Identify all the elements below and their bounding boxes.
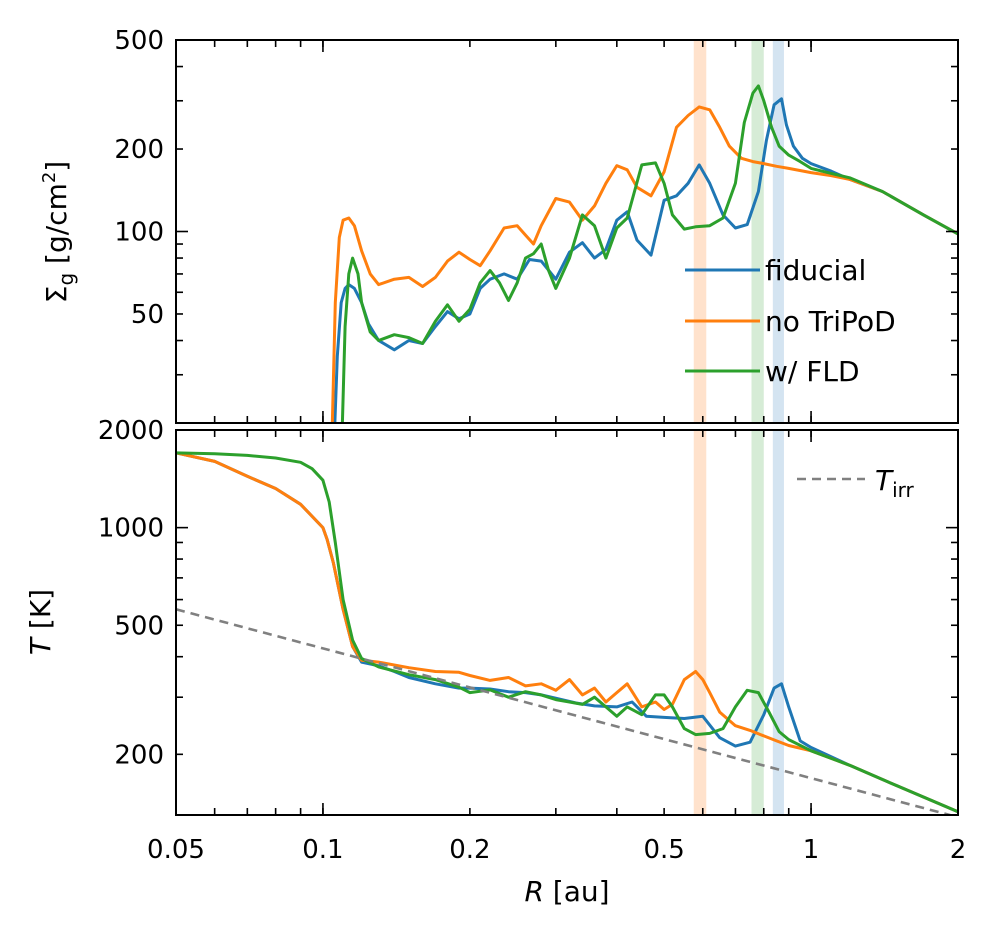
legend-label-tirr: Tirr — [875, 464, 915, 502]
top-y-axis-label: Σg [g/cm2] — [39, 161, 78, 304]
bottom-y-axis-label: T [K] — [24, 589, 57, 655]
x-tick-label: 0.2 — [449, 835, 490, 865]
bottom-axes-frame — [175, 429, 959, 816]
top-panel: 50 100 200 500 Σg [g/cm2] fiducial no TriPo… — [39, 26, 959, 424]
y-tick-label: 200 — [114, 740, 164, 770]
y-tick-label: 200 — [114, 135, 164, 165]
highlight-band-1 — [693, 430, 707, 815]
y-tick-label: 50 — [131, 300, 164, 330]
highlight-band-3 — [772, 430, 784, 815]
x-tick-label: 2 — [950, 835, 967, 865]
x-tick-label: 1 — [803, 835, 820, 865]
legend-label-fld: w/ FLD — [765, 355, 860, 388]
series-line-w-fld — [340, 84, 958, 423]
y-tick-label: 1000 — [98, 514, 164, 544]
y-tick-label: 500 — [114, 26, 164, 56]
y-tick-label: 2000 — [98, 416, 164, 446]
x-tick-label: 0.1 — [302, 835, 343, 865]
highlight-band-2 — [751, 40, 764, 423]
highlight-band-1 — [693, 40, 707, 423]
series-line-tirr — [176, 608, 955, 815]
x-tick-label: 0.5 — [643, 835, 684, 865]
y-tick-label: 500 — [114, 611, 164, 641]
bottom-legend: Tirr — [797, 464, 915, 502]
legend-label-fiducial: fiducial — [765, 254, 866, 287]
series-line-no-tripod — [330, 105, 958, 423]
legend-label-no-tripod: no TriPoD — [765, 305, 896, 338]
highlight-band-3 — [772, 40, 784, 423]
series-line-fiducial — [333, 97, 958, 423]
x-axis-label: R [au] — [524, 875, 609, 908]
top-axes-frame — [175, 39, 959, 424]
highlight-band-2 — [751, 430, 764, 815]
series-line-w-fld — [176, 451, 958, 814]
top-legend: fiducial no TriPoD w/ FLD — [685, 254, 896, 388]
bottom-panel: 200 500 1000 2000 0.05 0.1 0.2 0.5 1 2 T [K] R [a… — [24, 416, 966, 908]
series-line-fiducial — [176, 451, 958, 814]
y-tick-label: 100 — [114, 218, 164, 248]
series-line-no-tripod — [176, 451, 958, 814]
x-tick-label: 0.05 — [147, 835, 205, 865]
